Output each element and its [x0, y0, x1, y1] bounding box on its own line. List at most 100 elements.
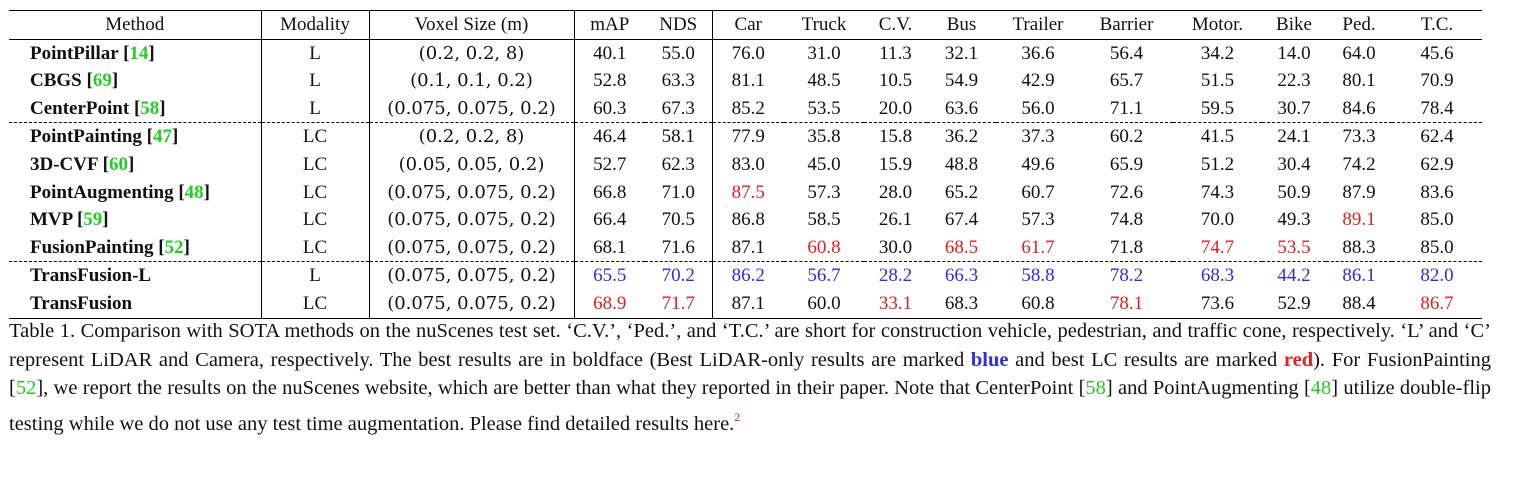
caption-text-1: Table 1. Comparison with SOTA methods on…: [9, 320, 1491, 371]
caption-citation-link[interactable]: 58: [1085, 377, 1106, 399]
bracket-close: ]: [159, 97, 166, 119]
citation-link[interactable]: 48: [184, 181, 204, 203]
value-cell: 87.5: [731, 181, 765, 203]
bracket-close: ]: [127, 153, 135, 175]
value-cell: 86.7: [1392, 289, 1482, 319]
method-cell: PointPainting [47]: [9, 122, 262, 151]
value-cell: 73.3: [1342, 126, 1376, 148]
method-cell: MVP [59]: [9, 206, 262, 234]
citation-link[interactable]: 60: [108, 153, 128, 175]
value-cell: 36.6: [1021, 42, 1055, 64]
header-cv: C.V.: [864, 10, 927, 40]
value-cell: 74.7: [1173, 233, 1262, 263]
value-cell: 66.4: [593, 209, 627, 231]
bracket-close: ]: [203, 181, 210, 203]
value-cell: 49.3: [1277, 209, 1311, 231]
value-cell: 57.3: [1021, 209, 1055, 231]
header-trailer: Trailer: [996, 10, 1080, 40]
results-table: Method Modality Voxel Size (m) mAP NDS C…: [9, 10, 1482, 319]
method-name: PointPillar: [30, 42, 119, 64]
caption-text-4: ], we report the results on the nuScenes…: [36, 377, 1086, 399]
value-cell: 73.6: [1173, 289, 1262, 319]
value-cell: 59.5: [1173, 94, 1262, 124]
value-cell: 66.3: [944, 265, 979, 287]
value-cell: 48.5: [807, 70, 841, 92]
header-car: Car: [712, 10, 784, 40]
value-cell: 72.6: [1109, 181, 1144, 203]
method-name: TransFusion: [30, 292, 133, 314]
voxel-size-cell: (0.075, 0.075, 0.2): [369, 178, 575, 207]
table-row: FusionPainting [52] LC (0.075, 0.075, 0.2)…: [9, 233, 1482, 263]
bracket-open: [: [129, 97, 141, 119]
table-body: PointPillar [14] L (0.2, 0.2, 8) 40.1 55.0 76…: [9, 39, 1482, 319]
citation-link[interactable]: 14: [129, 42, 149, 64]
caption-text-3: ). For FusionPainting [: [9, 348, 1491, 400]
value-cell: 24.1: [1277, 126, 1311, 148]
value-cell: 56.7: [807, 265, 841, 287]
value-cell: 83.6: [1420, 181, 1454, 203]
method-cell: CenterPoint [58]: [9, 94, 262, 124]
citation-link[interactable]: 47: [152, 126, 172, 148]
value-cell: 30.7: [1262, 94, 1326, 124]
voxel-size-cell: (0.2, 0.2, 8): [369, 39, 575, 68]
value-cell: 15.9: [878, 153, 913, 175]
value-cell: 22.3: [1277, 70, 1311, 92]
value-cell: 65.7: [1109, 70, 1144, 92]
value-cell: 86.2: [731, 265, 765, 287]
value-cell: 52.7: [593, 153, 627, 175]
value-cell: 15.8: [878, 126, 913, 148]
bracket-open: [: [118, 42, 130, 64]
value-cell: 58.1: [645, 122, 713, 151]
modality-cell: LC: [261, 178, 370, 207]
citation-link[interactable]: 59: [83, 209, 103, 231]
value-cell: 67.3: [645, 94, 713, 124]
value-cell: 63.3: [645, 67, 713, 95]
citation-link[interactable]: 69: [92, 70, 112, 92]
citation-link[interactable]: 52: [164, 236, 184, 258]
value-cell: 36.2: [944, 126, 979, 148]
value-cell: 30.0: [864, 233, 927, 263]
value-cell: 62.9: [1420, 153, 1454, 175]
modality-cell: LC: [261, 150, 370, 179]
value-cell: 37.3: [1021, 126, 1055, 148]
value-cell: 57.3: [807, 181, 841, 203]
value-cell: 68.1: [574, 233, 645, 263]
table-row: CBGS [69] L (0.1, 0.1, 0.2) 52.8 63.3 81.1 48.…: [9, 67, 1482, 95]
caption-text-5: ] and PointAugmenting [: [1105, 377, 1311, 399]
caption-citation-link[interactable]: 52: [15, 377, 37, 399]
header-nds: NDS: [645, 10, 713, 40]
header-voxel-size: Voxel Size (m): [369, 10, 575, 40]
bracket-open: [: [141, 126, 153, 148]
value-cell: 65.5: [593, 265, 627, 287]
value-cell: 60.0: [784, 289, 864, 319]
method-cell: TransFusion: [9, 289, 262, 319]
voxel-size-cell: (0.075, 0.075, 0.2): [369, 94, 575, 124]
value-cell: 87.1: [712, 289, 784, 319]
value-cell: 60.8: [784, 233, 864, 263]
value-cell: 82.0: [1420, 265, 1454, 287]
bracket-open: [: [97, 153, 109, 175]
header-tc: T.C.: [1392, 10, 1482, 40]
value-cell: 88.3: [1326, 233, 1392, 263]
value-cell: 71.0: [645, 178, 713, 207]
value-cell: 52.9: [1262, 289, 1326, 319]
header-ped: Ped.: [1326, 10, 1392, 40]
header-motor: Motor.: [1173, 10, 1262, 40]
modality-cell: LC: [261, 206, 370, 234]
voxel-size-cell: (0.075, 0.075, 0.2): [369, 233, 575, 263]
bracket-open: [: [173, 181, 185, 203]
value-cell: 35.8: [807, 126, 841, 148]
value-cell: 68.5: [927, 233, 996, 263]
citation-link[interactable]: 58: [140, 97, 160, 119]
caption-citation-link[interactable]: 48: [1310, 377, 1332, 399]
value-cell: 74.3: [1200, 181, 1235, 203]
table-header-row: Method Modality Voxel Size (m) mAP NDS C…: [9, 10, 1482, 40]
header-truck: Truck: [784, 10, 864, 40]
bracket-open: [: [81, 70, 93, 92]
value-cell: 51.2: [1200, 153, 1235, 175]
value-cell: 86.8: [731, 209, 765, 231]
footnote-marker[interactable]: 2: [734, 409, 741, 424]
value-cell: 65.9: [1109, 153, 1144, 175]
value-cell: 85.2: [712, 94, 784, 124]
value-cell: 45.0: [807, 153, 841, 175]
